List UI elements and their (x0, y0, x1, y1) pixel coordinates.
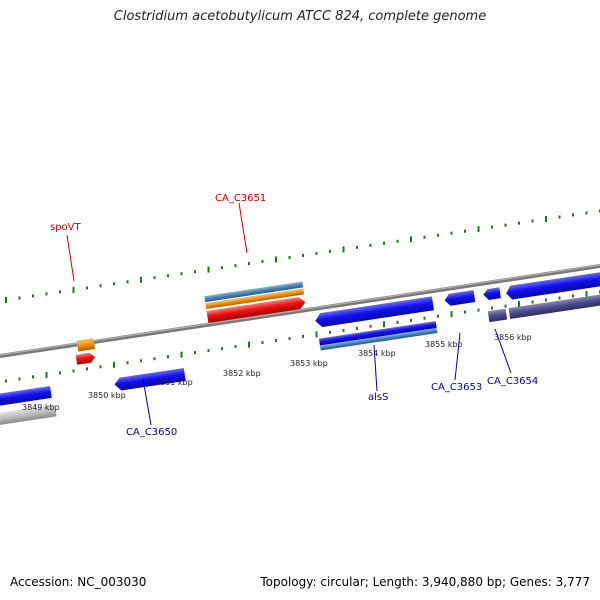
map-title: Clostridium acetobutylicum ATCC 824, com… (113, 9, 487, 24)
leader-ca-c3651 (238, 202, 248, 254)
feature-ca-c3654-slate-a[interactable] (487, 308, 508, 323)
kbp-label: 3850 kbp (88, 391, 126, 400)
feature-ca-c3654-small[interactable] (483, 287, 501, 300)
leader-ca-c3653 (454, 332, 461, 381)
leader-ca-c3654 (494, 328, 512, 374)
leader-spovt (66, 234, 75, 282)
feature-ca-c3651-gene[interactable] (206, 296, 307, 323)
kbp-labels: 3849 kbp 3850 kbp 3851 kbp 3852 kbp 3853… (22, 333, 532, 412)
leader-ca-c3650 (142, 378, 152, 426)
feature-spovt-red[interactable] (75, 352, 96, 365)
feature-ca-c3654-gene-top[interactable] (505, 270, 600, 300)
kbp-label: 3849 kbp (22, 403, 60, 412)
feature-spovt-orange[interactable] (76, 338, 95, 352)
feature-alss-gene-mid[interactable] (318, 321, 437, 346)
feature-alss-gene-top[interactable] (314, 296, 435, 327)
upper-tick-track (5, 209, 600, 303)
feature-alss-gene-low[interactable] (319, 328, 438, 351)
feature-ca-c3651-steel[interactable] (204, 281, 304, 303)
accession-text: Accession: NC_003030 (10, 575, 147, 589)
kbp-label: 3852 kbp (223, 369, 261, 378)
feature-left-gray-gene[interactable] (0, 404, 57, 426)
kbp-label: 3855 kbp (425, 340, 463, 349)
feature-left-blue-gene[interactable] (0, 386, 52, 407)
kbp-label: 3856 kbp (494, 333, 532, 342)
lower-tick-track (5, 290, 600, 383)
feature-ca-c3650-gene[interactable] (114, 367, 186, 391)
gene-label-ca-c3653[interactable]: CA_C3653 (431, 382, 482, 393)
kbp-label: 3853 kbp (290, 359, 328, 368)
gene-label-spovt[interactable]: spoVT (50, 222, 82, 233)
kbp-label: 3854 kbp (358, 349, 396, 358)
gene-label-ca-c3650[interactable]: CA_C3650 (126, 427, 177, 438)
topology-text: Topology: circular; Length: 3,940,880 bp… (260, 575, 590, 589)
kbp-label: 3851 kbp (155, 378, 193, 387)
genome-backbone-highlight (0, 264, 600, 356)
gene-label-ca-c3654[interactable]: CA_C3654 (487, 376, 538, 387)
feature-ca-c3653-gene-top[interactable] (444, 290, 476, 306)
genome-backbone (0, 264, 600, 358)
feature-ca-c3651-orange[interactable] (205, 288, 305, 309)
leader-lines (66, 202, 512, 426)
gene-label-ca-c3651[interactable]: CA_C3651 (215, 193, 266, 204)
leader-alss (373, 344, 378, 392)
feature-ca-c3654-slate-b[interactable] (508, 292, 600, 320)
gene-label-alss[interactable]: alsS (368, 392, 388, 403)
